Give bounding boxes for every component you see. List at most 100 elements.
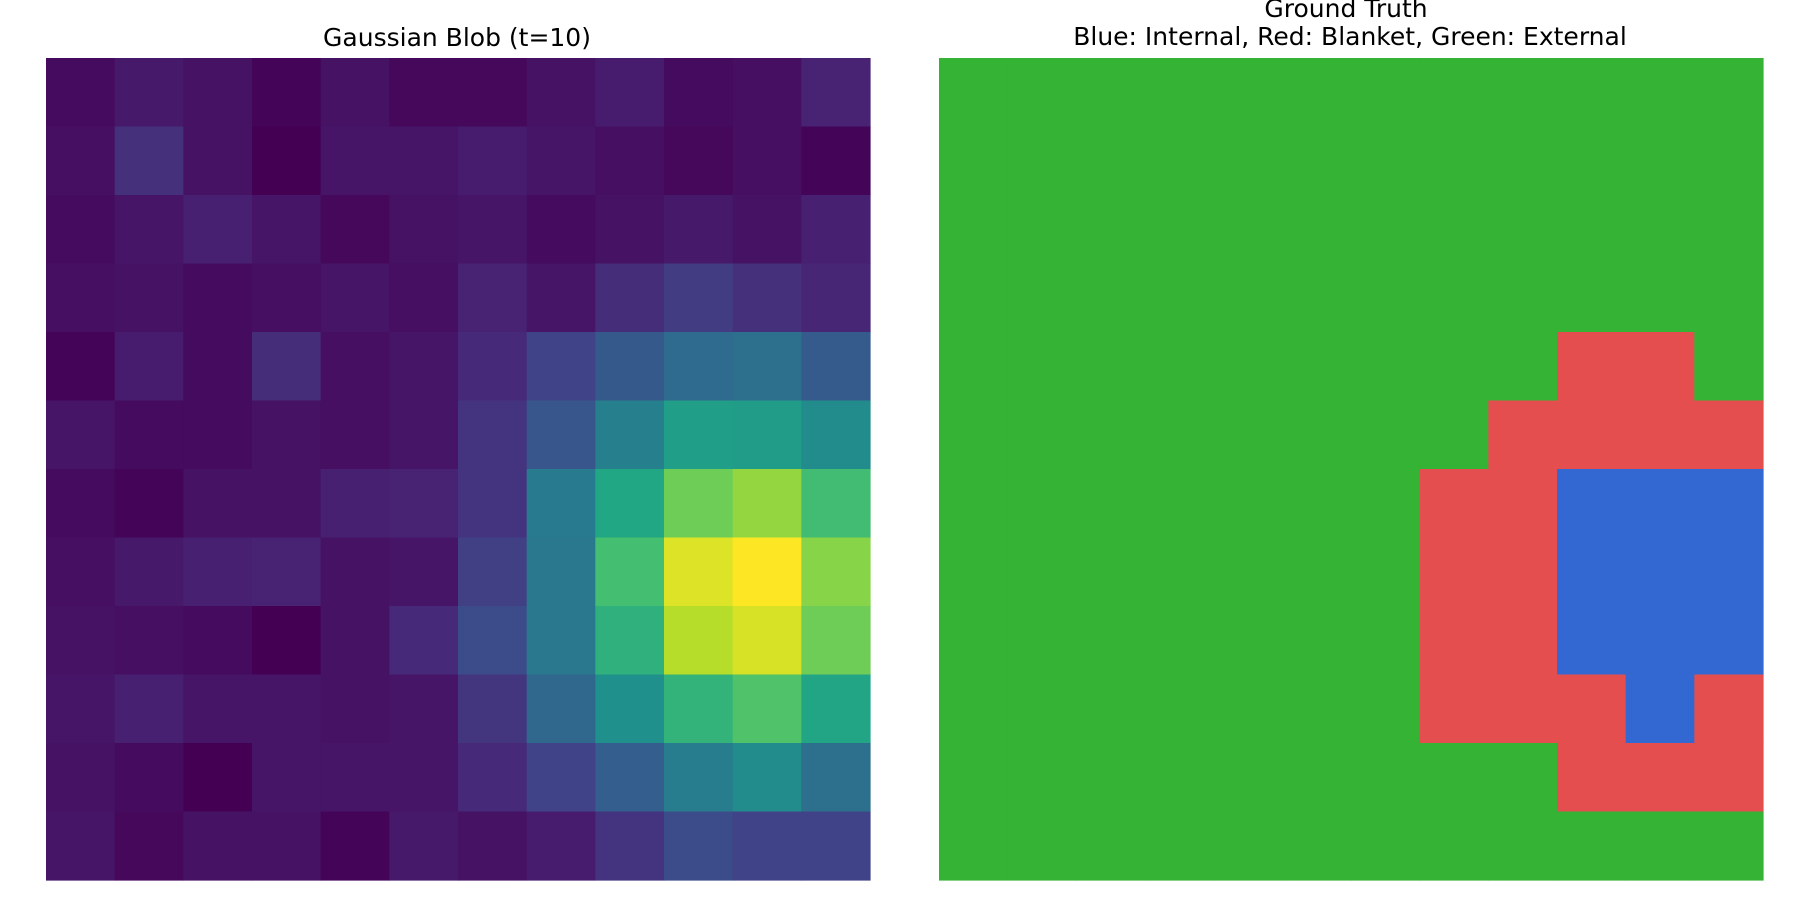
truth-cell-r5-c1 [1007,400,1077,470]
truth-cell-r2-c11 [1694,195,1764,265]
blob-cell-r8-c3 [252,606,322,676]
blob-cell-r6-c2 [183,469,253,539]
truth-cell-r4-c1 [1007,332,1077,402]
blob-cell-r10-c1 [114,743,184,813]
truth-cell-r3-c2 [1076,263,1146,333]
blob-cell-r11-c7 [526,811,596,881]
blob-cell-r9-c1 [114,674,184,744]
blob-cell-r8-c10 [732,606,802,676]
truth-cell-r7-c9 [1557,537,1627,607]
blob-cell-r8-c9 [664,606,734,676]
blob-cell-r8-c2 [183,606,253,676]
ground-truth-title: Ground Truth Blue: Internal, Red: Blanke… [1073,0,1627,51]
truth-cell-r3-c11 [1694,263,1764,333]
truth-cell-r9-c2 [1076,674,1146,744]
truth-cell-r1-c8 [1488,126,1558,196]
truth-cell-r7-c5 [1282,537,1352,607]
blob-cell-r6-c4 [320,469,390,539]
truth-cell-r0-c1 [1007,58,1077,128]
truth-cell-r10-c2 [1076,743,1146,813]
truth-cell-r5-c0 [939,400,1009,470]
blob-cell-r6-c5 [389,469,459,539]
truth-cell-r1-c7 [1419,126,1489,196]
truth-cell-r9-c11 [1694,674,1764,744]
truth-cell-r4-c9 [1557,332,1627,402]
truth-cell-r6-c4 [1213,469,1283,539]
truth-cell-r9-c0 [939,674,1009,744]
blob-cell-r0-c5 [389,58,459,128]
truth-cell-r5-c9 [1557,400,1627,470]
blob-cell-r7-c5 [389,537,459,607]
truth-cell-r3-c7 [1419,263,1489,333]
blob-cell-r9-c9 [664,674,734,744]
truth-cell-r1-c2 [1076,126,1146,196]
truth-cell-r1-c6 [1351,126,1421,196]
truth-cell-r10-c3 [1145,743,1215,813]
truth-cell-r4-c0 [939,332,1009,402]
blob-cell-r3-c10 [732,263,802,333]
ground-truth-heatmap [939,58,1764,881]
truth-cell-r0-c8 [1488,58,1558,128]
blob-cell-r0-c10 [732,58,802,128]
truth-cell-r6-c0 [939,469,1009,539]
truth-cell-r11-c5 [1282,811,1352,881]
blob-cell-r11-c9 [664,811,734,881]
truth-cell-r11-c9 [1557,811,1627,881]
blob-cell-r8-c4 [320,606,390,676]
ground-truth-panel: Ground Truth Blue: Internal, Red: Blanke… [939,0,1764,881]
truth-cell-r0-c4 [1213,58,1283,128]
truth-cell-r5-c2 [1076,400,1146,470]
blob-cell-r9-c0 [46,674,116,744]
truth-cell-r1-c0 [939,126,1009,196]
blob-cell-r7-c2 [183,537,253,607]
truth-cell-r2-c7 [1419,195,1489,265]
blob-cell-r3-c11 [801,263,871,333]
blob-cell-r9-c6 [458,674,528,744]
truth-cell-r0-c6 [1351,58,1421,128]
blob-cell-r2-c9 [664,195,734,265]
blob-cell-r2-c8 [595,195,665,265]
blob-cell-r5-c2 [183,400,253,470]
truth-cell-r1-c3 [1145,126,1215,196]
blob-cell-r5-c0 [46,400,116,470]
truth-cell-r0-c2 [1076,58,1146,128]
blob-cell-r1-c0 [46,126,116,196]
truth-cell-r2-c5 [1282,195,1352,265]
truth-cell-r7-c6 [1351,537,1421,607]
truth-cell-r0-c3 [1145,58,1215,128]
blob-cell-r9-c10 [732,674,802,744]
truth-cell-r10-c7 [1419,743,1489,813]
truth-cell-r8-c2 [1076,606,1146,676]
blob-cell-r11-c4 [320,811,390,881]
truth-cell-r6-c1 [1007,469,1077,539]
truth-cell-r3-c4 [1213,263,1283,333]
blob-cell-r2-c11 [801,195,871,265]
blob-cell-r10-c5 [389,743,459,813]
blob-cell-r4-c0 [46,332,116,402]
blob-cell-r3-c9 [664,263,734,333]
blob-cell-r2-c3 [252,195,322,265]
blob-cell-r1-c4 [320,126,390,196]
blob-cell-r10-c4 [320,743,390,813]
blob-cell-r8-c8 [595,606,665,676]
truth-cell-r11-c10 [1625,811,1695,881]
truth-cell-r6-c5 [1282,469,1352,539]
blob-cell-r4-c8 [595,332,665,402]
blob-cell-r4-c9 [664,332,734,402]
blob-cell-r1-c11 [801,126,871,196]
truth-cell-r8-c7 [1419,606,1489,676]
blob-cell-r10-c3 [252,743,322,813]
blob-cell-r2-c5 [389,195,459,265]
blob-cell-r10-c10 [732,743,802,813]
blob-cell-r6-c10 [732,469,802,539]
truth-cell-r7-c0 [939,537,1009,607]
truth-cell-r11-c2 [1076,811,1146,881]
blob-cell-r7-c0 [46,537,116,607]
blob-cell-r0-c2 [183,58,253,128]
blob-cell-r3-c0 [46,263,116,333]
blob-cell-r1-c2 [183,126,253,196]
truth-cell-r1-c10 [1625,126,1695,196]
truth-cell-r3-c1 [1007,263,1077,333]
blob-cell-r7-c4 [320,537,390,607]
blob-cell-r0-c9 [664,58,734,128]
